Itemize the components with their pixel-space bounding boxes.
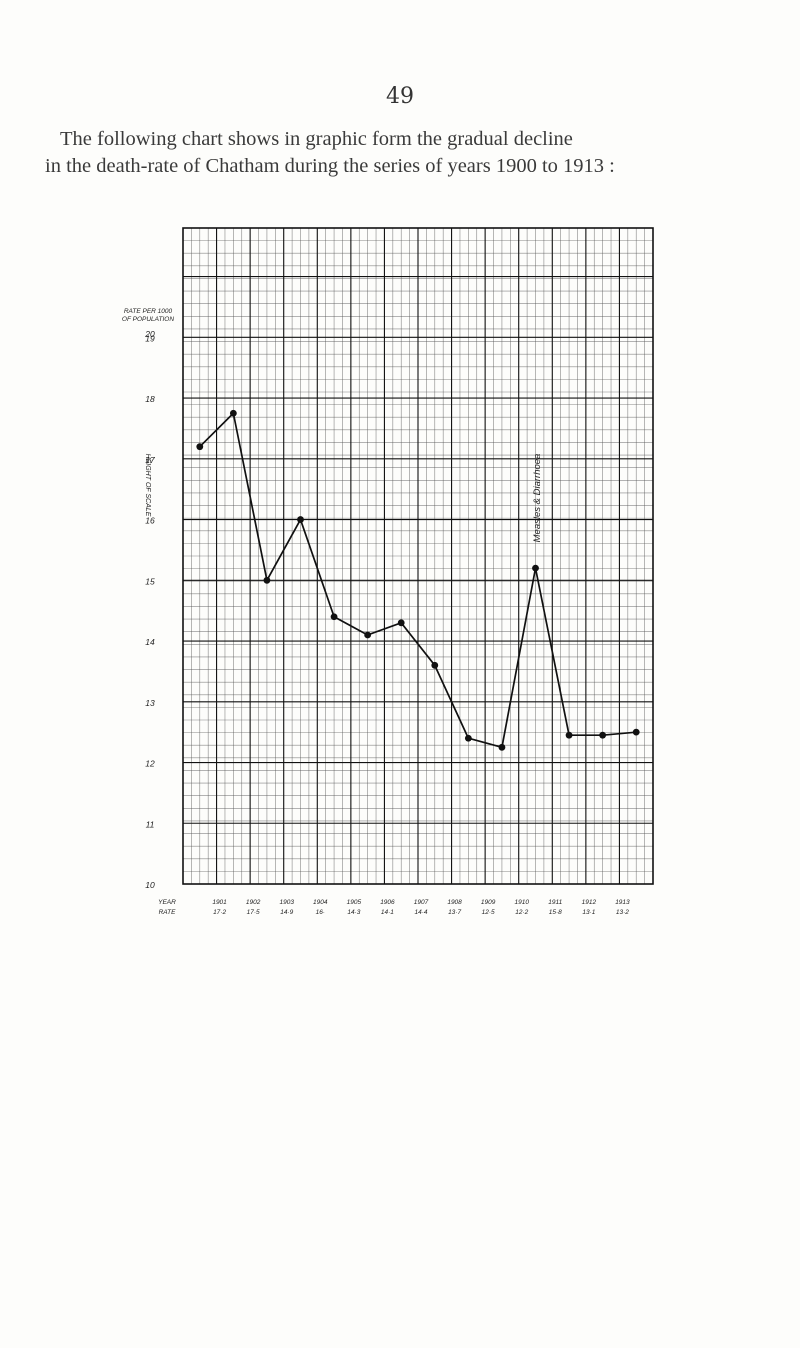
intro-line-1: The following chart shows in graphic for… [60, 128, 573, 150]
series-points [196, 409, 640, 751]
y-tick-label: 20 [144, 329, 155, 339]
x-tick-rate: 17·2 [213, 909, 226, 916]
data-point [297, 516, 304, 523]
y-tick-label: 12 [145, 759, 155, 769]
data-point [397, 619, 405, 627]
x-tick-rate: 13·1 [582, 909, 595, 916]
x-tick-rate: 14·4 [414, 909, 427, 916]
y-tick-label: 10 [145, 880, 155, 890]
data-point [330, 613, 338, 621]
x-tick-year: 1905 [347, 899, 362, 906]
chart-frame [182, 227, 654, 885]
data-point [464, 734, 472, 742]
x-tick-rate: 14·9 [280, 909, 293, 916]
y-tick-label: 14 [145, 637, 155, 647]
x-tick-rate: 14·1 [381, 909, 394, 916]
x-tick-rate: 16· [316, 909, 325, 916]
rate-row-label: RATE [159, 909, 177, 916]
measles-diarrhoea-annotation: Measles & Diarrhoea [532, 454, 543, 543]
page-number: 49 [386, 84, 414, 109]
x-tick-year: 1906 [380, 899, 395, 906]
x-tick-rate: 13·2 [616, 909, 629, 916]
data-point [263, 576, 271, 584]
intro-line-2: in the death-rate of Chatham during the … [45, 155, 615, 177]
x-tick-rate: 14·3 [347, 909, 360, 916]
y-tick-label: 16 [145, 516, 155, 526]
year-rate-table: YEAR RATE 1901 17·2 1902 17·5 1903 14·9 1904 16· 1… [158, 899, 630, 916]
y-tick-label: 11 [146, 819, 155, 829]
x-tick-year: 1910 [514, 899, 529, 906]
x-tick-year: 1902 [246, 899, 261, 906]
data-point [498, 743, 506, 751]
data-point [364, 631, 372, 639]
x-tick-year: 1904 [313, 899, 328, 906]
x-tick-year: 1908 [447, 899, 462, 906]
data-point [565, 731, 573, 739]
x-tick-rate: 13·7 [448, 909, 461, 916]
year-row-label: YEAR [158, 899, 176, 906]
y-axis-title: RATE PER 1000 OF POPULATION [122, 308, 174, 323]
x-tick-rate: 17·5 [247, 909, 260, 916]
data-point [632, 728, 640, 736]
y-axis-title-line-2: OF POPULATION [122, 316, 174, 323]
y-tick-label: 18 [145, 394, 155, 404]
data-point [599, 731, 607, 739]
data-point [431, 661, 439, 669]
x-tick-year: 1903 [279, 899, 294, 906]
x-tick-year: 1909 [481, 899, 496, 906]
x-tick-rate: 15·8 [549, 909, 562, 916]
y-axis-title-line-1: RATE PER 1000 [124, 308, 173, 315]
x-tick-year: 1913 [615, 899, 630, 906]
y-tick-label: 13 [145, 698, 155, 708]
x-tick-rate: 12·5 [482, 909, 495, 916]
series-line-death-rate [199, 412, 637, 749]
x-tick-rate: 12·2 [515, 909, 528, 916]
grid-major-lines [183, 228, 653, 884]
intro-paragraph: The following chart shows in graphic for… [45, 126, 760, 180]
x-tick-year: 1912 [582, 899, 597, 906]
x-tick-year: 1911 [548, 899, 562, 906]
x-tick-year: 1901 [212, 899, 227, 906]
y-tick-label: 17 [145, 455, 155, 465]
y-tick-label: 15 [145, 576, 155, 586]
height-of-scale-note: HEIGHT OF SCALE [144, 454, 151, 517]
data-point [532, 564, 539, 572]
y-tick-label: 19 [145, 333, 155, 343]
x-tick-year: 1907 [414, 899, 429, 906]
data-point [229, 409, 237, 417]
data-point [196, 443, 204, 451]
